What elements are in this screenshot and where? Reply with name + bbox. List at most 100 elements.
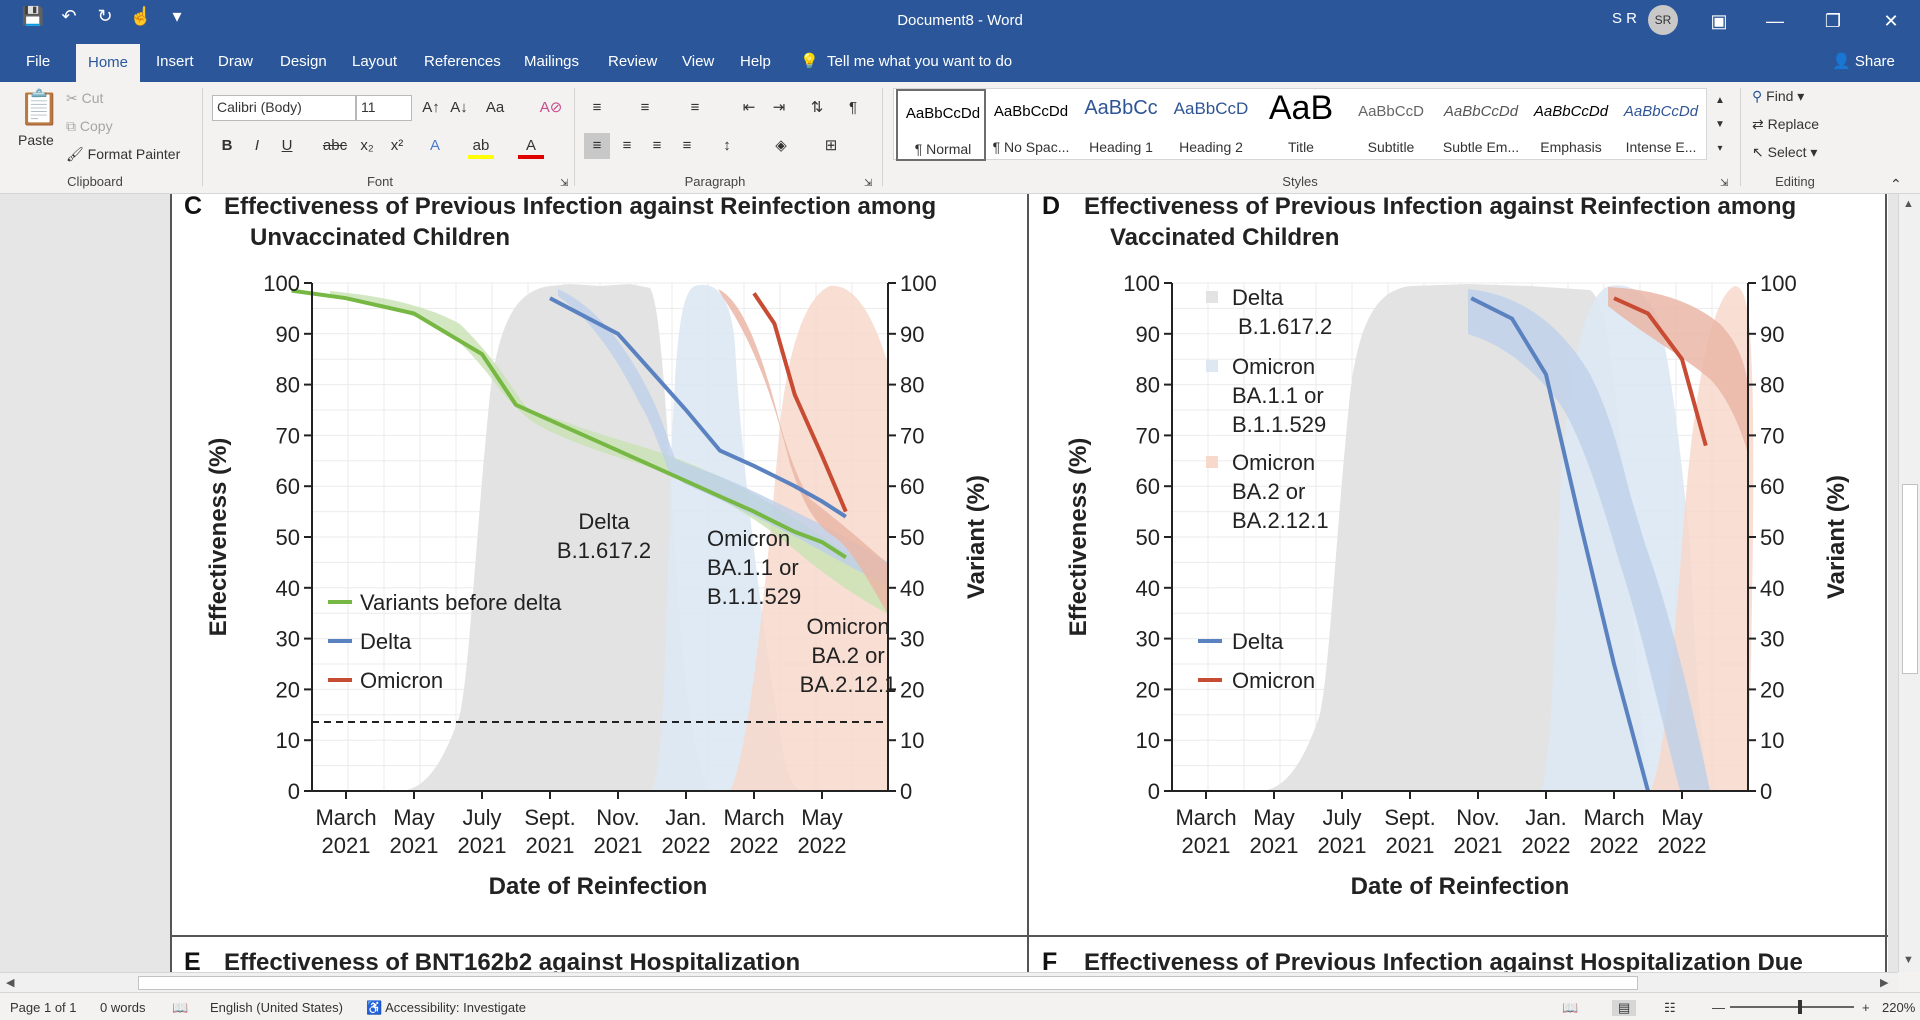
paste-button[interactable]: Paste <box>18 132 54 148</box>
clear-formatting-icon[interactable]: A⊘ <box>539 99 563 116</box>
style-intense-emphasis[interactable]: AaBbCcDd Intense E... <box>1616 89 1706 161</box>
subscript-icon[interactable]: x₂ <box>360 137 374 154</box>
paste-icon[interactable]: 📋 <box>18 89 61 127</box>
scroll-down-icon[interactable]: ▼ <box>1903 954 1914 966</box>
avatar[interactable]: SR <box>1648 5 1678 35</box>
web-layout-icon[interactable]: ☷ <box>1664 1000 1676 1015</box>
save-icon[interactable]: 💾 <box>21 6 45 26</box>
accessibility-status[interactable]: ♿ Accessibility: Investigate <box>366 1000 526 1016</box>
grow-font-icon[interactable]: A↑ <box>422 99 440 116</box>
numbering-icon[interactable]: ≡ <box>640 99 650 116</box>
align-center-icon[interactable]: ≡ <box>622 137 632 154</box>
page-count[interactable]: Page 1 of 1 <box>10 1000 77 1015</box>
legend-ba2-area-sublabel: BA.2 or <box>1232 479 1305 504</box>
scroll-right-icon[interactable]: ▶ <box>1880 977 1889 989</box>
cut-button[interactable]: ✂ Cut <box>66 90 104 106</box>
styles-dialog-launcher-icon[interactable]: ⇲ <box>1720 178 1729 189</box>
minimize-icon[interactable]: — <box>1766 11 1784 31</box>
style-heading-2[interactable]: AaBbCcD Heading 2 <box>1166 89 1256 161</box>
bullets-icon[interactable]: ≡ <box>592 99 602 116</box>
tab-references[interactable]: References <box>424 53 501 70</box>
zoom-in-icon[interactable]: + <box>1862 1000 1870 1015</box>
select-button[interactable]: ↖ Select ▾ <box>1752 144 1818 160</box>
restore-icon[interactable]: ❐ <box>1824 11 1842 31</box>
undo-icon[interactable]: ↶ <box>61 6 77 26</box>
tab-design[interactable]: Design <box>280 53 327 70</box>
tab-insert[interactable]: Insert <box>156 53 194 70</box>
x-tick-label: May <box>801 805 843 830</box>
shrink-font-icon[interactable]: A↓ <box>450 99 468 116</box>
scroll-left-icon[interactable]: ◀ <box>6 977 15 989</box>
change-case-icon[interactable]: Aa <box>485 99 505 116</box>
tab-view[interactable]: View <box>682 53 715 70</box>
font-name-combo[interactable]: Calibri (Body) <box>212 95 356 121</box>
horizontal-scroll-thumb[interactable] <box>138 976 1638 990</box>
tab-file[interactable]: File <box>26 53 51 70</box>
highlight-icon[interactable]: ab <box>468 133 494 159</box>
underline-icon[interactable]: U <box>281 137 293 154</box>
multilevel-list-icon[interactable]: ≡ <box>690 99 700 116</box>
paragraph-dialog-launcher-icon[interactable]: ⇲ <box>864 178 873 189</box>
close-icon[interactable]: ✕ <box>1883 11 1899 31</box>
style-normal[interactable]: AaBbCcDd ¶ Normal <box>896 89 986 161</box>
increase-indent-icon[interactable]: ⇥ <box>772 99 786 116</box>
justify-icon[interactable]: ≡ <box>682 137 692 154</box>
font-color-icon[interactable]: A <box>518 133 544 159</box>
strikethrough-icon[interactable]: abc <box>322 137 348 154</box>
redo-icon[interactable]: ↻ <box>97 6 113 26</box>
horizontal-scrollbar[interactable]: ◀ ▶ <box>0 972 1898 992</box>
language[interactable]: English (United States) <box>210 1000 343 1015</box>
align-right-icon[interactable]: ≡ <box>652 137 662 154</box>
tab-review[interactable]: Review <box>608 53 658 70</box>
copy-button[interactable]: ⧉ Copy <box>66 118 113 134</box>
ribbon-display-icon[interactable]: ▣ <box>1710 11 1728 31</box>
zoom-level[interactable]: 220% <box>1882 1000 1916 1015</box>
word-count[interactable]: 0 words <box>100 1000 146 1015</box>
shading-icon[interactable]: ◈ <box>775 137 787 154</box>
style-subtitle[interactable]: AaBbCcD Subtitle <box>1346 89 1436 161</box>
style-title[interactable]: AaB Title <box>1256 89 1346 161</box>
read-mode-icon[interactable]: 📖 <box>1562 1000 1579 1015</box>
style-subtle-emphasis[interactable]: AaBbCcDd Subtle Em... <box>1436 89 1526 161</box>
print-layout-icon[interactable]: ▤ <box>1612 1000 1637 1016</box>
touch-mode-icon[interactable]: ☝ <box>129 6 153 26</box>
tab-home[interactable]: Home <box>76 44 141 82</box>
style-no-spacing[interactable]: AaBbCcDd ¶ No Spac... <box>986 89 1076 161</box>
line-spacing-icon[interactable]: ↕ <box>723 137 731 154</box>
vertical-scrollbar[interactable]: ▲ ▼ <box>1898 194 1920 972</box>
document-page[interactable]: C Effectiveness of Previous Infection ag… <box>170 194 1888 972</box>
font-size-combo[interactable]: 11 <box>356 95 412 121</box>
decrease-indent-icon[interactable]: ⇤ <box>742 99 756 116</box>
italic-icon[interactable]: I <box>254 137 260 154</box>
zoom-slider[interactable] <box>1730 1006 1854 1008</box>
tab-help[interactable]: Help <box>740 53 771 70</box>
share-button[interactable]: 👤 Share <box>1832 42 1895 82</box>
font-dialog-launcher-icon[interactable]: ⇲ <box>560 178 569 189</box>
sort-icon[interactable]: ⇅ <box>810 99 824 116</box>
format-painter-button[interactable]: 🖌 Format Painter <box>66 146 181 162</box>
proofing-icon[interactable]: 📖 <box>172 1000 189 1015</box>
replace-button[interactable]: ⇄ Replace <box>1752 116 1819 133</box>
borders-icon[interactable]: ⊞ <box>824 137 838 154</box>
bold-icon[interactable]: B <box>221 137 233 154</box>
tab-layout[interactable]: Layout <box>352 53 398 70</box>
tell-me-search[interactable]: 💡 Tell me what you want to do <box>800 42 1012 82</box>
tab-mailings[interactable]: Mailings <box>524 53 580 70</box>
style-heading-1[interactable]: AaBbCc Heading 1 <box>1076 89 1166 161</box>
styles-scroll-down-icon[interactable]: ▼ <box>1715 119 1725 130</box>
styles-scroll-up-icon[interactable]: ▲ <box>1715 95 1725 106</box>
style-emphasis[interactable]: AaBbCcDd Emphasis <box>1526 89 1616 161</box>
zoom-out-icon[interactable]: — <box>1712 1000 1725 1015</box>
tab-draw[interactable]: Draw <box>218 53 254 70</box>
customize-icon[interactable]: ▾ <box>172 6 182 26</box>
align-left-icon[interactable]: ≡ <box>584 133 610 159</box>
text-effects-icon[interactable]: A <box>429 137 440 154</box>
styles-more-icon[interactable]: ▾ <box>1717 143 1723 154</box>
show-marks-icon[interactable]: ¶ <box>848 99 858 116</box>
vertical-scroll-thumb[interactable] <box>1902 484 1918 674</box>
zoom-slider-thumb[interactable] <box>1798 1000 1802 1014</box>
scroll-up-icon[interactable]: ▲ <box>1903 198 1914 210</box>
superscript-icon[interactable]: x² <box>390 137 404 154</box>
collapse-ribbon-icon[interactable]: ⌃ <box>1890 176 1902 192</box>
find-button[interactable]: ⚲ Find ▾ <box>1752 88 1805 104</box>
